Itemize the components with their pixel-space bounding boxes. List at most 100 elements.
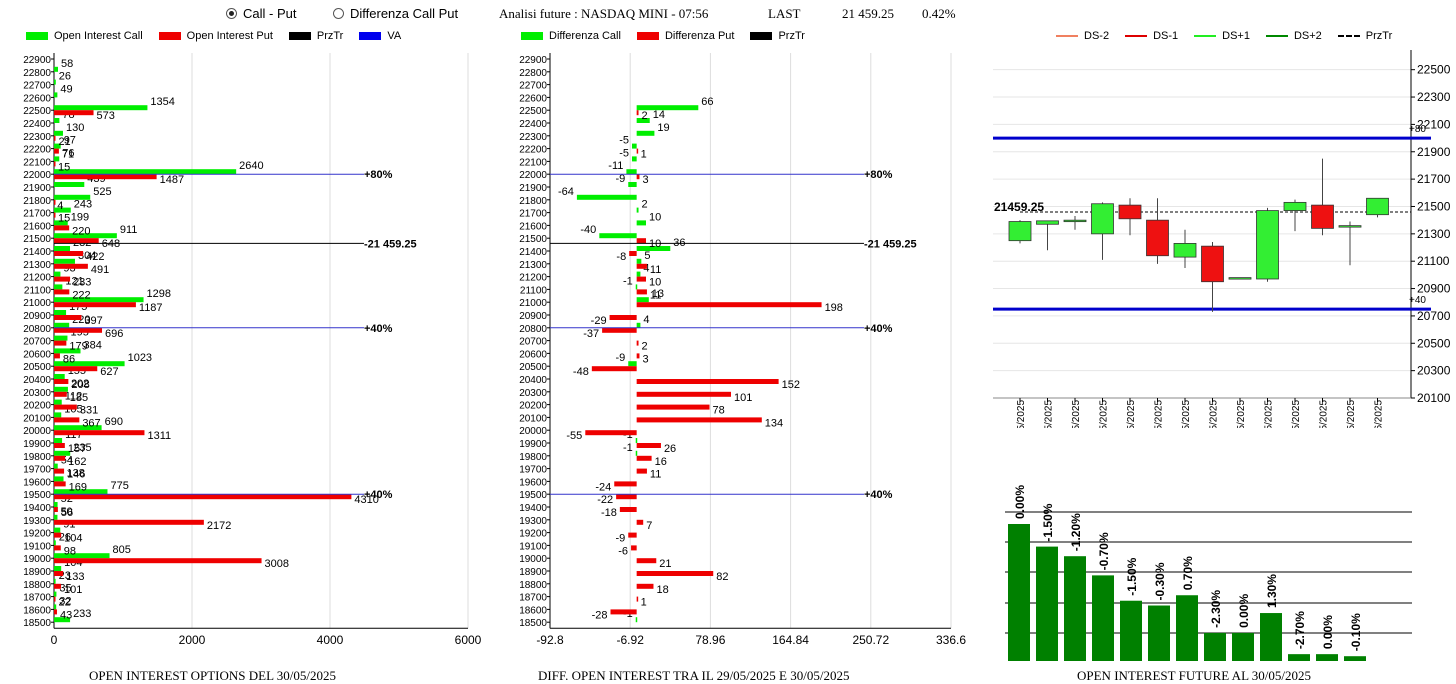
- bar-value-label: 1354: [150, 96, 174, 108]
- bar-value-label: 627: [100, 366, 118, 378]
- oi-bar: [1176, 595, 1198, 661]
- legend-label: PrzTr: [778, 30, 805, 42]
- radio-call-put[interactable]: Call - Put: [226, 6, 296, 21]
- x-tick-label: 164.84: [772, 633, 809, 647]
- call-bar: [54, 233, 117, 239]
- call-bar: [54, 476, 64, 482]
- bar-value-label: -9: [615, 352, 625, 364]
- candle-body: [1146, 219, 1169, 257]
- strike-label: 19700: [23, 465, 51, 476]
- y-tick-label: 20100: [1417, 391, 1451, 405]
- bar-value-label: 10: [649, 277, 661, 289]
- date-label: 27/05/2025: [1264, 400, 1275, 428]
- call-bar: [54, 438, 63, 443]
- bar-value-label: -5: [619, 135, 629, 147]
- strike-label: 22200: [23, 145, 51, 156]
- date-label: 15/05/2025: [1044, 400, 1055, 428]
- bar-value-label: 11: [650, 469, 661, 481]
- bar-value-label: 199: [71, 211, 89, 223]
- put-bar: [54, 430, 145, 436]
- strike-label: 19600: [23, 477, 51, 488]
- call-bar: [54, 246, 71, 251]
- sd-line-label: +80: [1409, 124, 1426, 135]
- legend-item: PrzTr: [1337, 30, 1392, 42]
- put-bar: [636, 519, 644, 525]
- strike-label: 21500: [519, 234, 547, 245]
- strike-label: 21300: [23, 260, 51, 271]
- strike-label: 19500: [519, 490, 547, 501]
- legend-item: PrzTr: [750, 30, 805, 42]
- caption-panel1: OPEN INTEREST OPTIONS DEL 30/05/2025: [89, 668, 336, 683]
- date-label: 28/05/2025: [1291, 400, 1302, 428]
- x-tick-label: 336.6: [936, 633, 966, 647]
- put-bar: [636, 110, 639, 116]
- bar-value-label: 1487: [160, 174, 184, 186]
- strike-label: 19300: [23, 516, 51, 527]
- call-bar: [636, 130, 655, 136]
- call-bar: [54, 207, 71, 213]
- bar-value-label: 2: [642, 199, 648, 211]
- call-bar: [54, 540, 56, 546]
- bar-value-label: 304: [78, 250, 96, 262]
- put-bar: [54, 481, 66, 487]
- put-bar: [636, 391, 731, 397]
- caption-panel2: DIFF. OPEN INTEREST TRA IL 29/05/2025 E …: [538, 668, 850, 683]
- legend-swatch: [158, 32, 181, 40]
- call-bar: [54, 169, 237, 175]
- bar-value-label: 86: [63, 353, 75, 365]
- bar-value-label: 198: [825, 302, 843, 314]
- bar-value-label: -29: [591, 315, 607, 327]
- bar-value-label: -40: [580, 224, 596, 236]
- last-label: LAST: [768, 6, 801, 21]
- bar-value-label: 157: [68, 443, 86, 455]
- oi-bar: [1092, 575, 1114, 661]
- call-bar: [576, 194, 637, 200]
- strike-label: 19100: [23, 541, 51, 552]
- legend-label: Differenza Put: [664, 30, 735, 42]
- bar-value-label: 26: [59, 531, 71, 543]
- oi-bar: [1232, 632, 1254, 661]
- put-bar: [54, 558, 262, 564]
- put-bar: [636, 263, 647, 269]
- legend-item: Open Interest Put: [158, 30, 273, 42]
- bar-value-label: 3008: [265, 558, 289, 570]
- bar-value-label: 367: [82, 417, 100, 429]
- put-bar: [54, 455, 66, 461]
- bar-value-label: 208: [71, 379, 89, 391]
- x-tick-label: 250.72: [852, 633, 889, 647]
- strike-label: 22500: [519, 106, 547, 117]
- oi-bar: [1288, 654, 1310, 661]
- legend-label: PrzTr: [316, 30, 344, 42]
- bar-value-label: 397: [84, 315, 102, 327]
- strike-label: 21900: [519, 183, 547, 194]
- bar-value-label: 43: [60, 609, 72, 621]
- strike-label: 22000: [519, 170, 547, 181]
- bar-value-label: 1311: [147, 430, 171, 442]
- bar-value-label: -1: [623, 442, 633, 454]
- x-tick-label: 2000: [179, 633, 206, 647]
- legend-swatch: [521, 32, 543, 40]
- call-bar: [54, 271, 61, 277]
- oi-bar: [1148, 605, 1170, 661]
- call-bar: [54, 348, 81, 354]
- candlestick-chart: 20100 20300 20500 20700 20900 21100 21300 21500…: [993, 50, 1451, 428]
- legend-item: DS+2: [1265, 30, 1322, 42]
- x-tick-label: 0: [51, 633, 58, 647]
- radio-diff[interactable]: Differenza Call Put: [333, 6, 458, 21]
- put-bar: [54, 545, 61, 551]
- bar-value-label: 10: [649, 238, 661, 250]
- put-bar: [636, 404, 710, 410]
- bar-value-label: 243: [74, 199, 92, 211]
- call-bar: [54, 374, 65, 379]
- legend-swatch: [359, 32, 382, 40]
- bar-value-label: 233: [73, 608, 91, 620]
- strike-label: 21400: [519, 247, 547, 258]
- page-title: Analisi future : NASDAQ MINI - 07:56: [499, 6, 709, 21]
- strike-label: 21700: [23, 209, 51, 220]
- bar-value-label: 134: [765, 417, 783, 429]
- oi-change-label: -0.30%: [1153, 562, 1167, 600]
- legend-swatch: [750, 32, 773, 40]
- strike-label: 22100: [519, 157, 547, 168]
- strike-label: 18600: [519, 605, 547, 616]
- strike-label: 20300: [23, 388, 51, 399]
